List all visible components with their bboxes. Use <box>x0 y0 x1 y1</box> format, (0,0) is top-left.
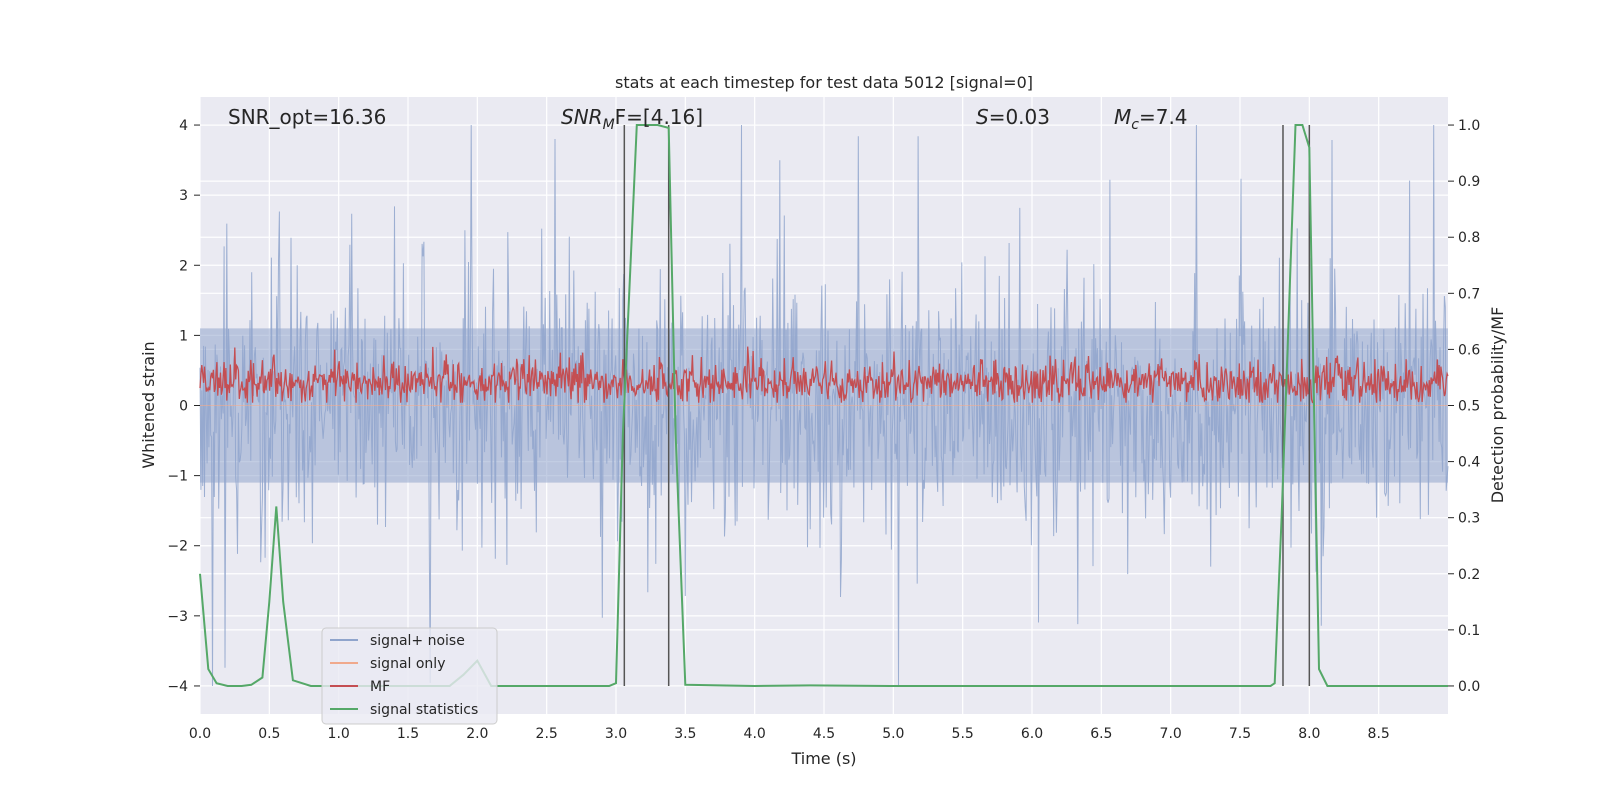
x-axis-ticks: 0.0 0.5 1.0 1.5 2.0 2.5 3.0 3.5 4.0 4.5 5.0 5.5 6.0 6… <box>189 726 1390 742</box>
s-main: S <box>976 105 989 129</box>
y-right-tick-label: 0.2 <box>1458 567 1480 583</box>
legend-label-mf: MF <box>370 679 390 695</box>
x-tick-label: 1.5 <box>397 726 419 742</box>
x-axis-label: Time (s) <box>790 749 856 768</box>
y-right-tick-label: 0.5 <box>1458 399 1480 415</box>
y-left-tick-label: −2 <box>167 539 188 555</box>
y-right-tick-label: 0.7 <box>1458 286 1480 302</box>
x-tick-label: 2.5 <box>536 726 558 742</box>
legend-label-stats: signal statistics <box>370 702 478 718</box>
y-right-tick-label: 1.0 <box>1458 118 1480 134</box>
x-tick-label: 4.0 <box>744 726 766 742</box>
snr-opt-annotation: SNR_opt=16.36 <box>228 105 386 129</box>
mf-line <box>199 346 1449 404</box>
y-left-tick-label: −3 <box>167 609 188 625</box>
x-tick-label: 5.5 <box>952 726 974 742</box>
y-right-tick-label: 0.9 <box>1458 174 1480 190</box>
s-rest: =0.03 <box>989 105 1050 129</box>
y-left-tick-label: 1 <box>179 328 188 344</box>
y-right-tick-label: 0.1 <box>1458 623 1480 639</box>
x-tick-label: 7.5 <box>1229 726 1251 742</box>
y-right-tick-label: 0.8 <box>1458 230 1480 246</box>
y-left-tick-label: −1 <box>167 469 188 485</box>
snr-mf-sub: M <box>603 117 615 133</box>
y-right-tick-label: 0.4 <box>1458 455 1480 471</box>
s-annotation: S=0.03 <box>976 105 1050 129</box>
y-axis-left-label: Whitened strain <box>139 341 158 468</box>
chart-title: stats at each timestep for test data 501… <box>615 73 1033 92</box>
snr-mf-rest: F=[4.16] <box>615 105 703 129</box>
x-tick-label: 5.0 <box>882 726 904 742</box>
x-tick-label: 2.0 <box>466 726 488 742</box>
legend-box <box>321 627 498 725</box>
x-tick-label: 6.5 <box>1090 726 1112 742</box>
y-axis-left-ticks: −4 −3 −2 −1 0 1 2 3 4 <box>167 118 200 695</box>
x-tick-label: 0.0 <box>189 726 211 742</box>
y-left-tick-label: 2 <box>179 258 188 274</box>
x-tick-label: 1.0 <box>328 726 350 742</box>
y-right-tick-label: 0.0 <box>1458 679 1480 695</box>
snr-mf-annotation: SNRMF=[4.16] <box>561 105 703 133</box>
y-left-tick-label: 4 <box>179 118 188 134</box>
x-tick-label: 8.0 <box>1298 726 1320 742</box>
mc-sub: c <box>1131 117 1139 133</box>
y-axis-right-ticks: 0.0 0.1 0.2 0.3 0.4 0.5 0.6 0.7 0.8 0.9 1.0 <box>1448 118 1480 695</box>
x-tick-label: 3.0 <box>605 726 627 742</box>
legend-label-signal-only: signal only <box>370 656 445 672</box>
x-tick-label: 4.5 <box>813 726 835 742</box>
y-left-tick-label: 0 <box>179 399 188 415</box>
legend: signal+ noise signal only MF signal stat… <box>321 627 498 725</box>
signal-statistics-line <box>199 124 1448 688</box>
y-right-tick-label: 0.3 <box>1458 511 1480 527</box>
snr-mf-main: SNR <box>561 105 603 129</box>
x-tick-label: 6.0 <box>1021 726 1043 742</box>
x-tick-label: 3.5 <box>674 726 696 742</box>
y-right-tick-label: 0.6 <box>1458 342 1480 358</box>
legend-label-noise: signal+ noise <box>370 633 465 649</box>
y-left-tick-label: −4 <box>167 679 188 695</box>
mc-main: M <box>1114 105 1131 129</box>
x-tick-label: 0.5 <box>258 726 280 742</box>
mc-rest: =7.4 <box>1139 105 1188 129</box>
mf-series <box>199 346 1449 404</box>
mc-annotation: Mc=7.4 <box>1114 105 1188 133</box>
x-tick-label: 8.5 <box>1368 726 1390 742</box>
y-left-tick-label: 3 <box>179 188 188 204</box>
y-axis-right-label: Detection probability/MF <box>1488 307 1507 504</box>
x-tick-label: 7.0 <box>1160 726 1182 742</box>
signal-noise-series <box>199 124 1449 687</box>
